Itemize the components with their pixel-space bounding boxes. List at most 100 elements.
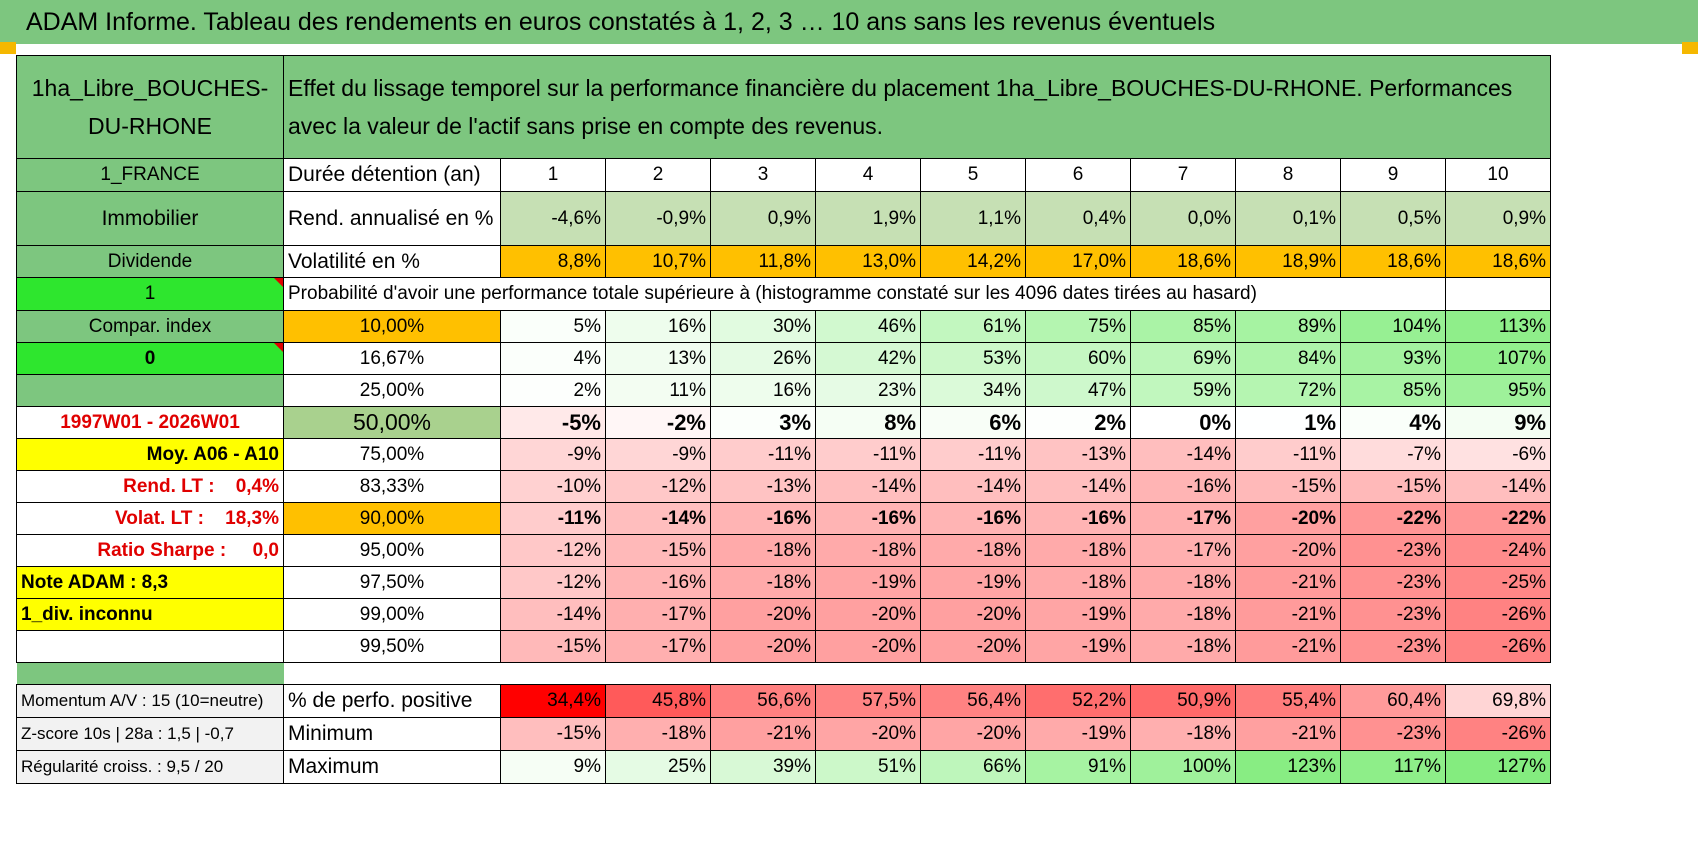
rend-cell: 0,5% xyxy=(1340,191,1446,246)
quantile-cell: 13% xyxy=(605,342,711,375)
min-cell: -26% xyxy=(1445,717,1551,751)
category: Immobilier xyxy=(16,191,284,246)
quantile-cell: -21% xyxy=(1235,630,1341,663)
max-cell: 66% xyxy=(920,750,1026,784)
quantile-cell: -7% xyxy=(1340,438,1446,471)
quantile-cell: -13% xyxy=(1025,438,1131,471)
quantile-cell: -14% xyxy=(605,502,711,535)
quantile-cell: -19% xyxy=(1025,630,1131,663)
rend-cell: -0,9% xyxy=(605,191,711,246)
quantile-cell: 4% xyxy=(1340,406,1446,439)
quantile-cell: -14% xyxy=(1025,470,1131,503)
quantile-cell: -19% xyxy=(815,566,921,599)
dividend-label: Dividende xyxy=(16,245,284,278)
quantile-cell: 6% xyxy=(920,406,1026,439)
rend-cell: 1,9% xyxy=(815,191,921,246)
quantile-label: 50,00% xyxy=(283,406,501,439)
min-cell: -18% xyxy=(605,717,711,751)
quantile-label: 75,00% xyxy=(283,438,501,471)
quantile-cell: 46% xyxy=(815,310,921,343)
quantile-cell: -20% xyxy=(920,598,1026,631)
zscore: Z-score 10s | 28a : 1,5 | -0,7 xyxy=(16,717,284,751)
quantile-cell: -25% xyxy=(1445,566,1551,599)
quantile-cell: -20% xyxy=(815,630,921,663)
quantile-cell: -24% xyxy=(1445,534,1551,567)
quantile-cell: -14% xyxy=(1445,470,1551,503)
quantile-cell: -18% xyxy=(1025,566,1131,599)
quantile-cell: -20% xyxy=(815,598,921,631)
quantile-cell: 5% xyxy=(500,310,606,343)
quantile-cell: -9% xyxy=(605,438,711,471)
min-cell: -19% xyxy=(1025,717,1131,751)
quantile-cell: -2% xyxy=(605,406,711,439)
quantile-cell: 72% xyxy=(1235,374,1341,407)
quantile-cell: -5% xyxy=(500,406,606,439)
quantile-cell: -16% xyxy=(815,502,921,535)
report-title: ADAM Informe. Tableau des rendements en … xyxy=(0,0,1698,44)
vol-cell: 18,6% xyxy=(1340,245,1446,278)
value-1-cell[interactable]: 1 xyxy=(16,277,284,311)
quantile-cell: 2% xyxy=(1025,406,1131,439)
min-cell: -21% xyxy=(1235,717,1341,751)
quantile-cell: 30% xyxy=(710,310,816,343)
rend-cell: 0,0% xyxy=(1130,191,1236,246)
quantile-cell: 23% xyxy=(815,374,921,407)
max-cell: 25% xyxy=(605,750,711,784)
quantile-label: 99,50% xyxy=(283,630,501,663)
quantile-label: 10,00% xyxy=(283,310,501,343)
quantile-cell: -11% xyxy=(920,438,1026,471)
quantile-cell: 16% xyxy=(710,374,816,407)
quantile-label: 83,33% xyxy=(283,470,501,503)
quantile-cell: -22% xyxy=(1340,502,1446,535)
quantile-cell: -11% xyxy=(815,438,921,471)
year-header: 4 xyxy=(815,158,921,192)
quantile-cell: 16% xyxy=(605,310,711,343)
min-label: Minimum xyxy=(283,717,501,751)
duree-label: Durée détention (an) xyxy=(283,158,501,192)
empty-cell xyxy=(1340,277,1446,311)
quantile-cell: -15% xyxy=(1340,470,1446,503)
pos-cell: 60,4% xyxy=(1340,684,1446,718)
quantile-cell: 11% xyxy=(605,374,711,407)
vol-cell: 11,8% xyxy=(710,245,816,278)
quantile-cell: 89% xyxy=(1235,310,1341,343)
proba-label: Probabilité d'avoir une performance tota… xyxy=(283,277,1341,311)
quantile-cell: 69% xyxy=(1130,342,1236,375)
quantile-cell: -16% xyxy=(710,502,816,535)
year-header: 8 xyxy=(1235,158,1341,192)
value-0-cell[interactable]: 0 xyxy=(16,342,284,375)
quantile-cell: 47% xyxy=(1025,374,1131,407)
pos-cell: 56,4% xyxy=(920,684,1026,718)
year-header: 1 xyxy=(500,158,606,192)
max-cell: 9% xyxy=(500,750,606,784)
quantile-cell: -21% xyxy=(1235,598,1341,631)
pos-cell: 50,9% xyxy=(1130,684,1236,718)
quantile-cell: -21% xyxy=(1235,566,1341,599)
max-cell: 117% xyxy=(1340,750,1446,784)
quantile-cell: -17% xyxy=(1130,534,1236,567)
quantile-cell: 95% xyxy=(1445,374,1551,407)
quantile-cell: 26% xyxy=(710,342,816,375)
quantile-cell: -6% xyxy=(1445,438,1551,471)
vol-cell: 8,8% xyxy=(500,245,606,278)
pos-cell: 57,5% xyxy=(815,684,921,718)
year-header: 6 xyxy=(1025,158,1131,192)
max-cell: 127% xyxy=(1445,750,1551,784)
quantile-cell: 53% xyxy=(920,342,1026,375)
volat-lt: Volat. LT : 18,3% xyxy=(16,502,284,535)
quantile-cell: -12% xyxy=(605,470,711,503)
min-cell: -15% xyxy=(500,717,606,751)
vol-label: Volatilité en % xyxy=(283,245,501,278)
quantile-label: 97,50% xyxy=(283,566,501,599)
quantile-cell: -17% xyxy=(605,630,711,663)
quantile-cell: -15% xyxy=(500,630,606,663)
report-frame: 1ha_Libre_BOUCHES-DU-RHONE Effet du liss… xyxy=(16,55,1682,848)
pos-cell: 34,4% xyxy=(500,684,606,718)
quantile-cell: -18% xyxy=(1130,566,1236,599)
quantile-cell: 113% xyxy=(1445,310,1551,343)
separator xyxy=(284,663,1551,685)
quantile-cell: 85% xyxy=(1340,374,1446,407)
pos-cell: 69,8% xyxy=(1445,684,1551,718)
quantile-cell: -20% xyxy=(710,630,816,663)
quantile-label: 90,00% xyxy=(283,502,501,535)
